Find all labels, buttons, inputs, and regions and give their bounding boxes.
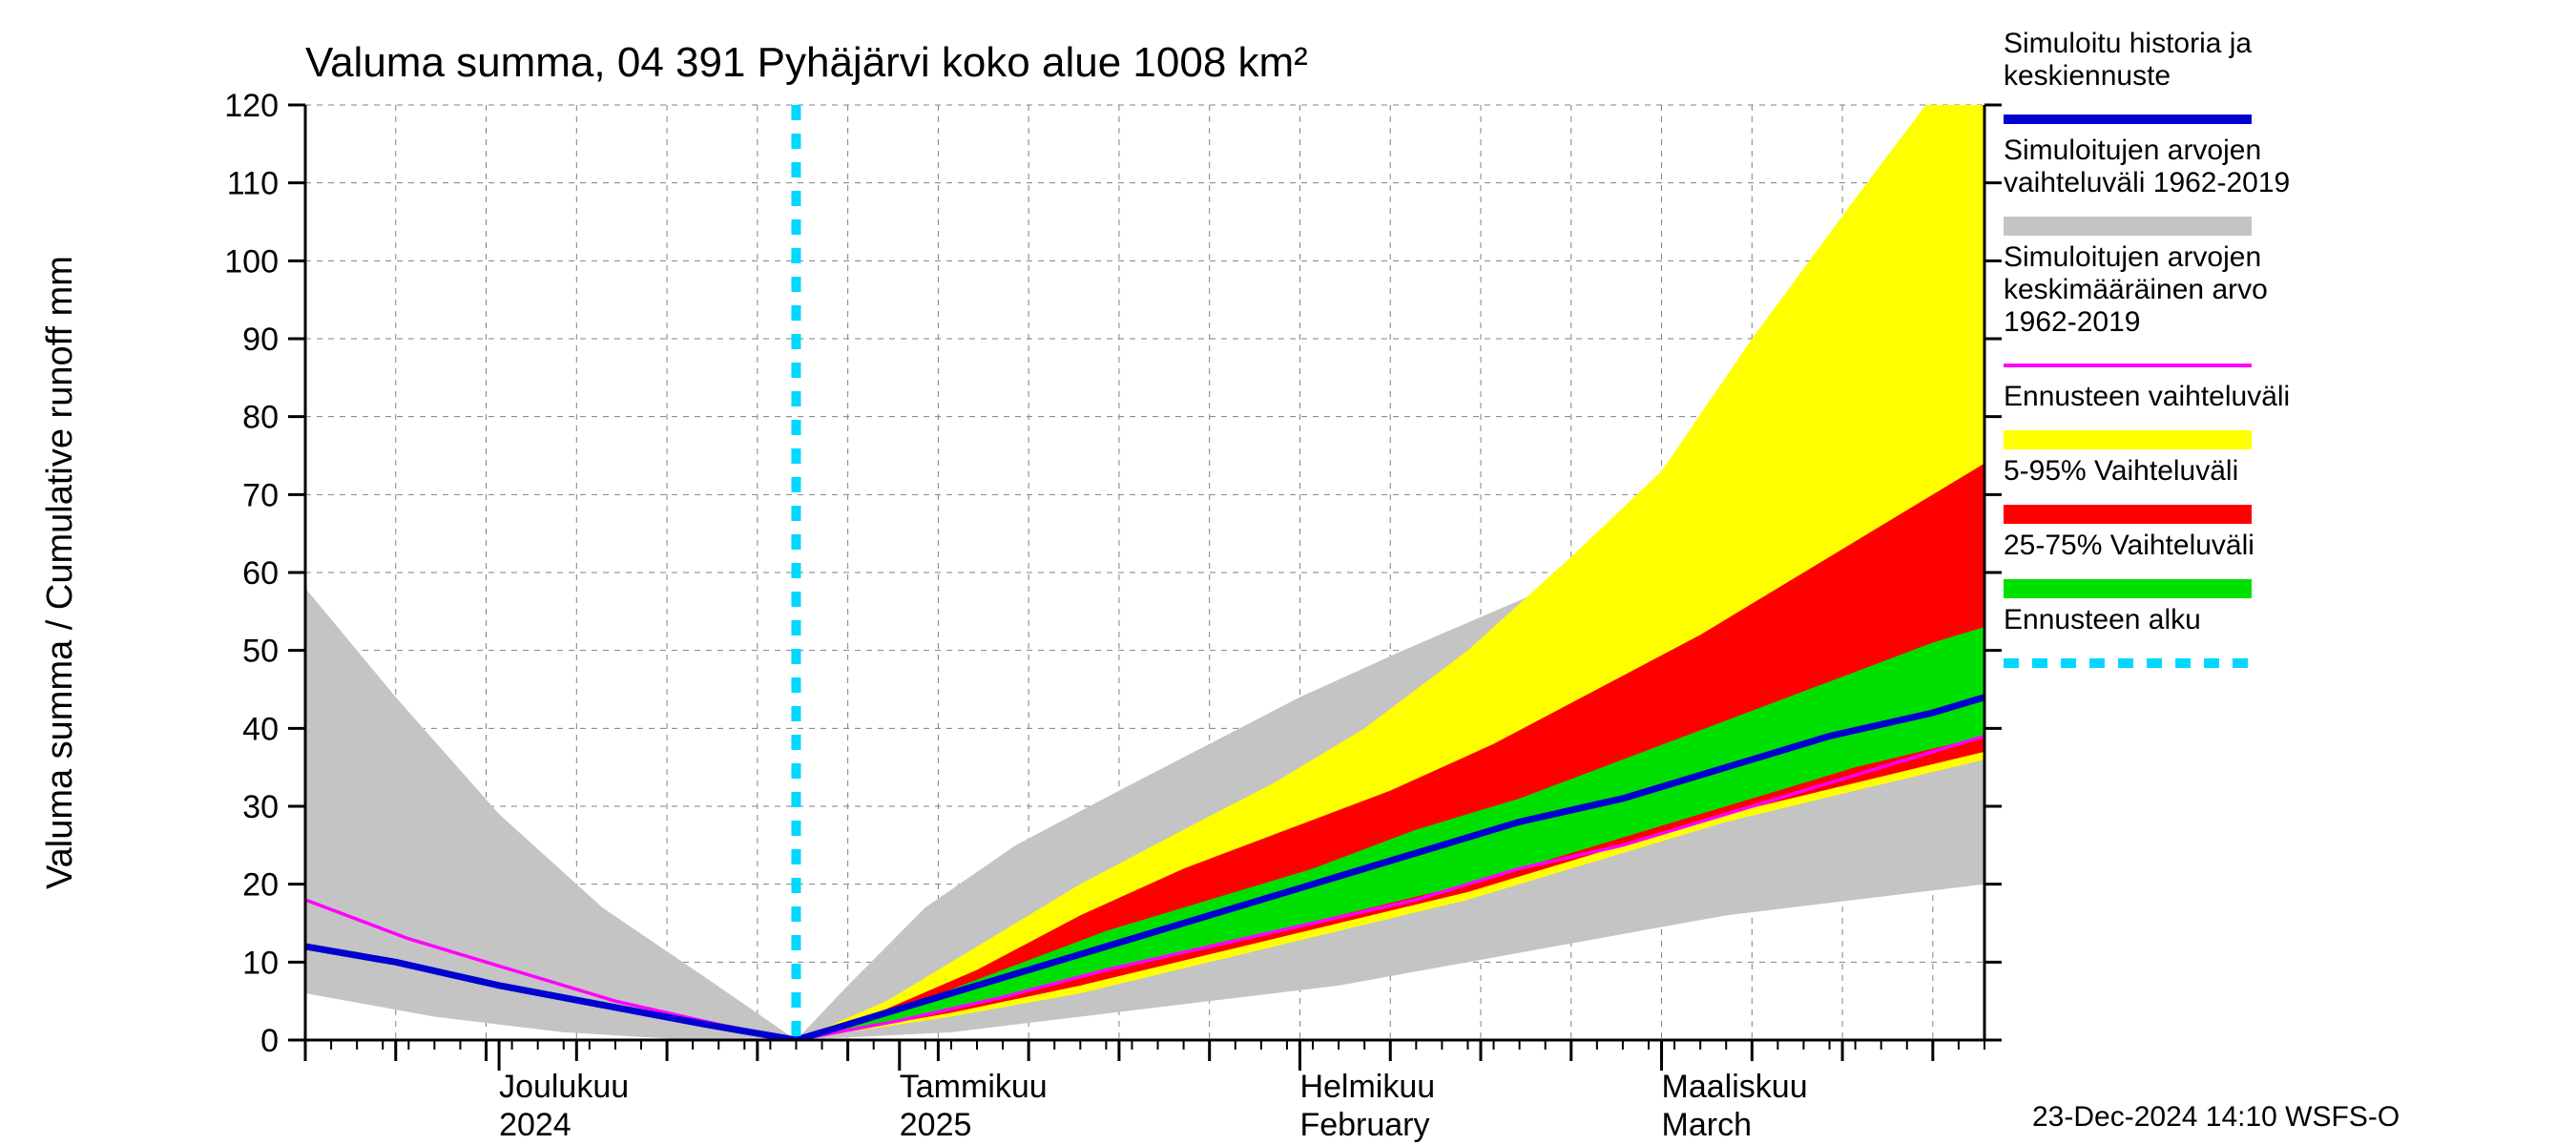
y-tick-label: 70: [242, 477, 279, 513]
footer-timestamp: 23-Dec-2024 14:10 WSFS-O: [2032, 1101, 2399, 1133]
y-tick-label: 60: [242, 555, 279, 592]
chart-container: 0 10 20 30 40 50 60 70 80 90 100 110 120 Joulukuu2024…: [0, 0, 2576, 1145]
x-tick-label-top: Tammikuu: [900, 1069, 1048, 1105]
x-tick-label-bottom: February: [1299, 1107, 1429, 1143]
legend-label: 1962-2019: [2004, 306, 2140, 338]
legend-swatch: [2004, 430, 2252, 449]
x-tick-label-bottom: 2024: [499, 1107, 571, 1143]
legend-swatch: [2004, 579, 2252, 598]
y-axis-label: Valuma summa / Cumulative runoff mm: [40, 256, 80, 889]
legend-label: 25-75% Vaihteluväli: [2004, 530, 2254, 561]
y-tick-label: 0: [260, 1023, 279, 1059]
legend-label: Simuloitujen arvojen: [2004, 135, 2261, 166]
legend-label: keskimääräinen arvo: [2004, 274, 2268, 305]
x-tick-label-bottom: March: [1662, 1107, 1752, 1143]
chart-title: Valuma summa, 04 391 Pyhäjärvi koko alue…: [305, 39, 1308, 86]
y-tick-label: 20: [242, 867, 279, 904]
y-tick-label: 40: [242, 711, 279, 747]
y-tick-label: 30: [242, 789, 279, 825]
x-tick-label-bottom: 2025: [900, 1107, 972, 1143]
legend-label: 5-95% Vaihteluväli: [2004, 455, 2238, 487]
x-tick-label-top: Joulukuu: [499, 1069, 629, 1105]
legend-label: Ennusteen vaihteluväli: [2004, 381, 2290, 412]
y-tick-label: 120: [224, 88, 279, 124]
legend-label: Ennusteen alku: [2004, 604, 2201, 635]
legend-label: Simuloitu historia ja: [2004, 28, 2252, 59]
y-tick-label: 90: [242, 322, 279, 358]
y-tick-label: 80: [242, 400, 279, 436]
x-tick-label-top: Maaliskuu: [1662, 1069, 1808, 1105]
chart-svg: 0 10 20 30 40 50 60 70 80 90 100 110 120 Joulukuu2024…: [0, 0, 2576, 1145]
y-tick-label: 50: [242, 634, 279, 670]
legend-label: vaihteluväli 1962-2019: [2004, 167, 2290, 198]
x-tick-label-top: Helmikuu: [1299, 1069, 1435, 1105]
legend-label: keskiennuste: [2004, 60, 2171, 92]
y-tick-label: 100: [224, 243, 279, 280]
legend-swatch: [2004, 505, 2252, 524]
y-tick-label: 110: [227, 166, 279, 202]
y-tick-label: 10: [242, 945, 279, 981]
legend-swatch: [2004, 217, 2252, 236]
legend-label: Simuloitujen arvojen: [2004, 241, 2261, 273]
